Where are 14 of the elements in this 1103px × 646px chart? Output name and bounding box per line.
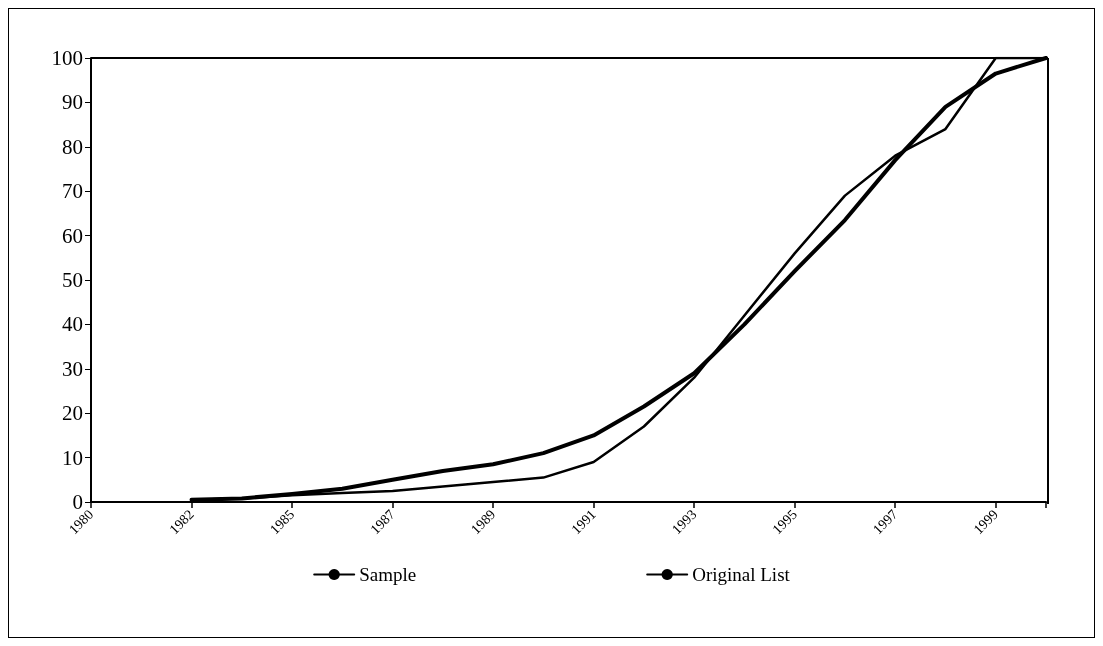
y-tick-label: 10 [62,445,83,470]
y-tick-label: 100 [51,46,83,70]
legend-label: Original List [692,564,791,585]
legend-label: Sample [359,564,417,585]
y-tick-label: 70 [62,179,83,204]
y-tick-label: 90 [62,90,83,115]
y-tick-label: 0 [72,490,83,514]
y-tick-label: 20 [62,401,83,426]
y-tick-label: 80 [62,134,83,159]
y-tick-label: 40 [62,312,83,337]
y-tick-label: 50 [62,268,83,292]
x-tick-label: 1991 [568,506,599,538]
y-tick-label: 30 [62,356,83,381]
y-tick-label: 60 [62,223,83,248]
